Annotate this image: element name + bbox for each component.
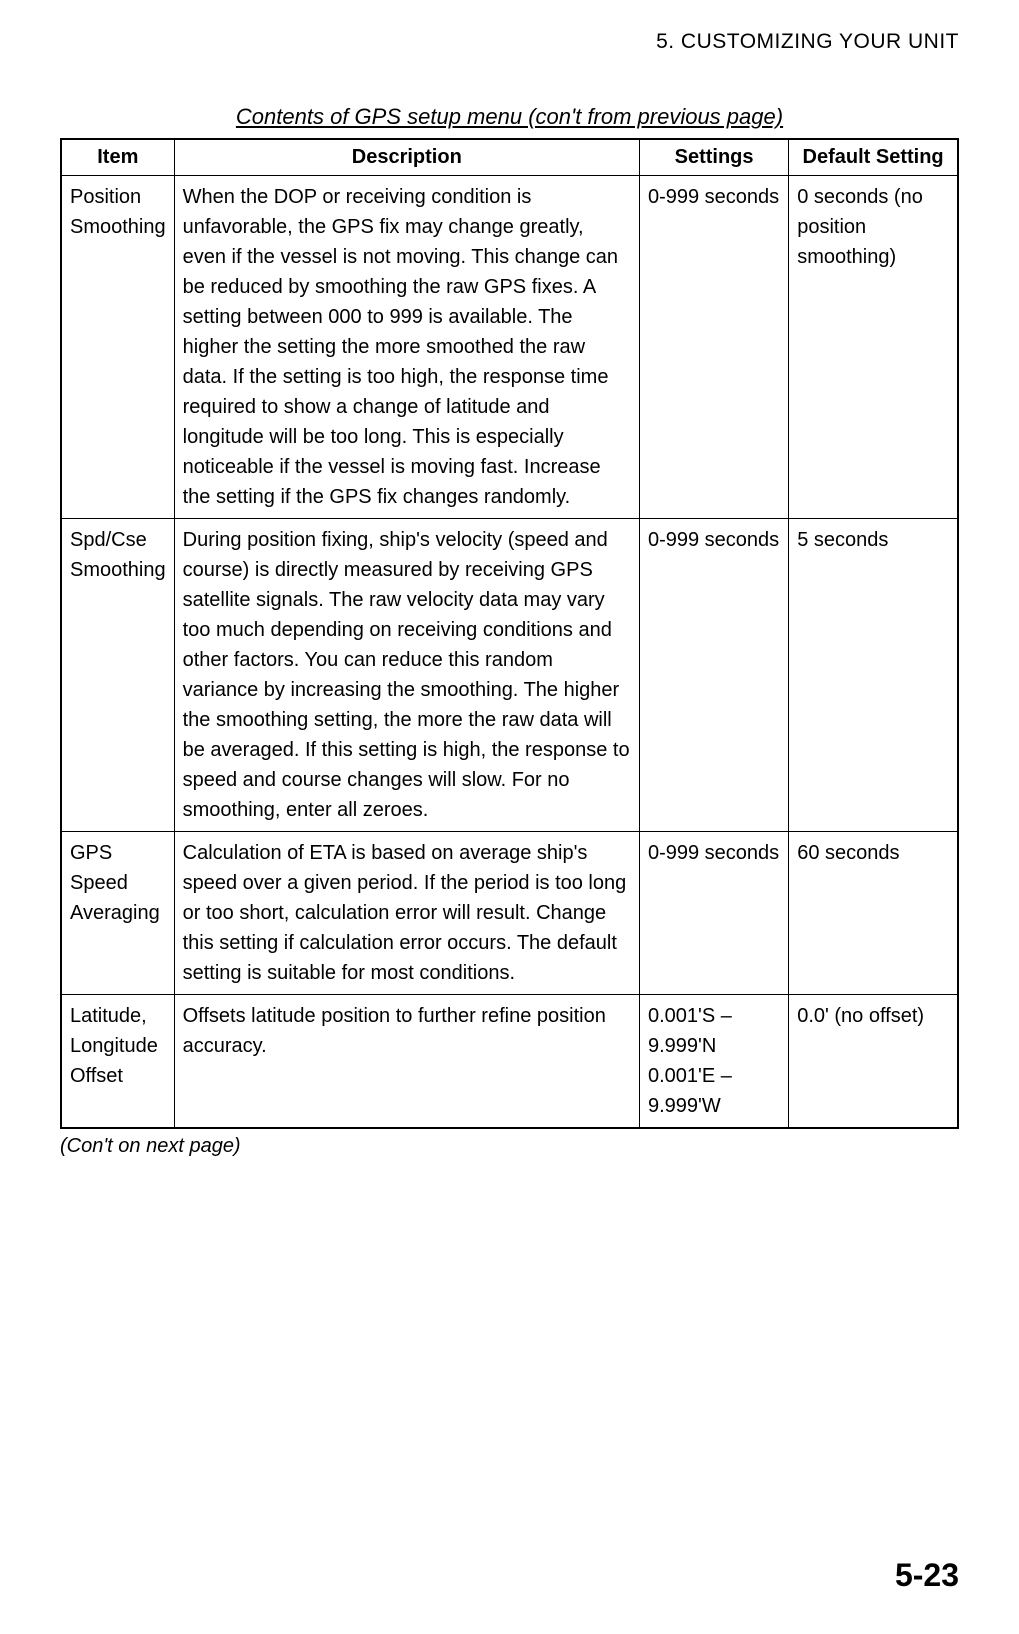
cell-description: When the DOP or receiving condition is u…: [174, 176, 639, 519]
cell-item: Spd/Cse Smoothing: [61, 519, 174, 832]
table-header-row: Item Description Settings Default Settin…: [61, 139, 958, 176]
cell-default: 0 seconds (no position smoothing): [789, 176, 958, 519]
cell-item: Latitude, Longitude Offset: [61, 995, 174, 1129]
table-row: Latitude, Longitude Offset Offsets latit…: [61, 995, 958, 1129]
cell-item: GPS Speed Averaging: [61, 832, 174, 995]
cell-description: Offsets latitude position to further ref…: [174, 995, 639, 1129]
table-row: Spd/Cse Smoothing During position fixing…: [61, 519, 958, 832]
column-header-description: Description: [174, 139, 639, 176]
continuation-note: (Con't on next page): [60, 1135, 959, 1158]
table-title: Contents of GPS setup menu (con't from p…: [60, 104, 959, 130]
page-number: 5-23: [895, 1557, 959, 1594]
table-row: Position Smoothing When the DOP or recei…: [61, 176, 958, 519]
cell-description: Calculation of ETA is based on average s…: [174, 832, 639, 995]
column-header-default: Default Setting: [789, 139, 958, 176]
column-header-settings: Settings: [639, 139, 788, 176]
column-header-item: Item: [61, 139, 174, 176]
cell-settings: 0-999 seconds: [639, 176, 788, 519]
cell-default: 5 seconds: [789, 519, 958, 832]
table-row: GPS Speed Averaging Calculation of ETA i…: [61, 832, 958, 995]
gps-setup-table: Item Description Settings Default Settin…: [60, 138, 959, 1129]
cell-settings: 0-999 seconds: [639, 519, 788, 832]
cell-settings: 0.001'S – 9.999'N 0.001'E – 9.999'W: [639, 995, 788, 1129]
cell-item: Position Smoothing: [61, 176, 174, 519]
cell-default: 60 seconds: [789, 832, 958, 995]
cell-settings: 0-999 seconds: [639, 832, 788, 995]
cell-default: 0.0' (no offset): [789, 995, 958, 1129]
cell-description: During position fixing, ship's velocity …: [174, 519, 639, 832]
chapter-header: 5. CUSTOMIZING YOUR UNIT: [60, 30, 959, 54]
